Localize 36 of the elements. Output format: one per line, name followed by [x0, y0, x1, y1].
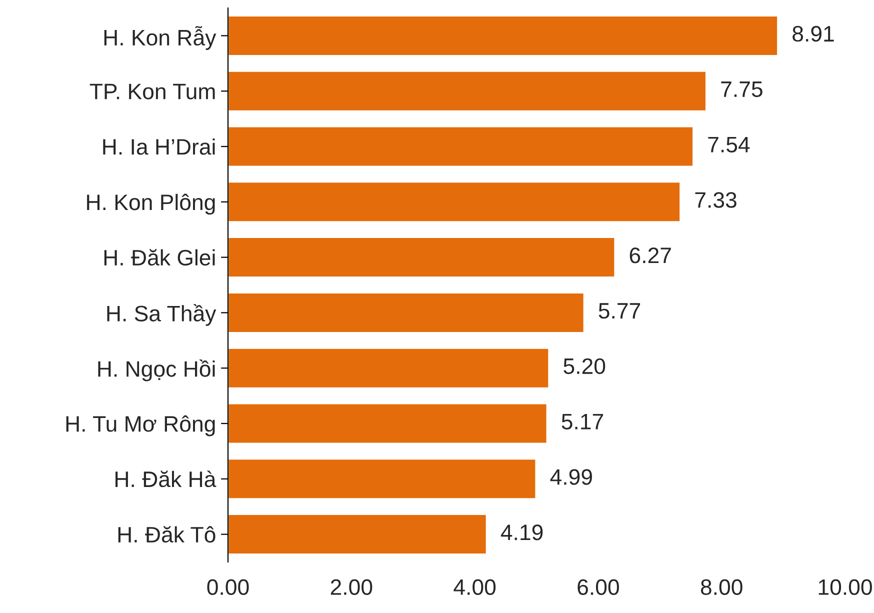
data-label: 6.27	[630, 248, 671, 264]
x-tick-label: 8.00	[700, 579, 742, 595]
y-tick-label: H. Ia H’Drai	[103, 138, 215, 155]
data-label: 7.33	[695, 192, 736, 208]
bar	[228, 514, 488, 555]
x-tick-label: 6.00	[578, 579, 619, 595]
y-tick-label: H. Đăk Hà	[116, 470, 216, 488]
bar	[228, 292, 585, 334]
x-tick-label: 4.00	[454, 579, 496, 595]
y-tick-label: TP. Kon Tum	[90, 84, 215, 100]
bar	[228, 402, 548, 444]
y-tick-label: H. Đăk Glei	[104, 248, 215, 266]
data-label: 7.54	[708, 136, 750, 152]
data-label: 8.91	[792, 26, 834, 42]
data-label: 7.75	[721, 82, 762, 98]
bar	[228, 347, 550, 389]
x-tick-label: 2.00	[330, 579, 372, 595]
y-tick-label: H. Tu Mơ Rông	[66, 415, 215, 436]
data-label: 5.77	[598, 303, 640, 319]
data-label: 4.99	[550, 469, 592, 485]
bar	[228, 236, 616, 278]
y-tick-label: H. Kon Rẫy	[104, 26, 216, 50]
data-label: 5.17	[562, 414, 604, 430]
y-tick-label: H. Ngọc Hồi	[98, 360, 215, 382]
data-label: 5.20	[564, 358, 606, 374]
bar	[228, 458, 537, 500]
data-label: 4.19	[500, 524, 543, 540]
y-tick-label: H. Kon Plông	[87, 194, 215, 215]
bar	[228, 181, 681, 223]
y-tick-label: H. Đăk Tô	[118, 526, 216, 543]
y-tick-label: H. Sa Thầy	[107, 304, 216, 326]
bar	[228, 15, 778, 56]
bar	[228, 70, 707, 112]
x-tick-label: 0.00	[207, 579, 249, 595]
bar	[228, 126, 694, 168]
x-tick-label: 10.00	[818, 579, 872, 595]
